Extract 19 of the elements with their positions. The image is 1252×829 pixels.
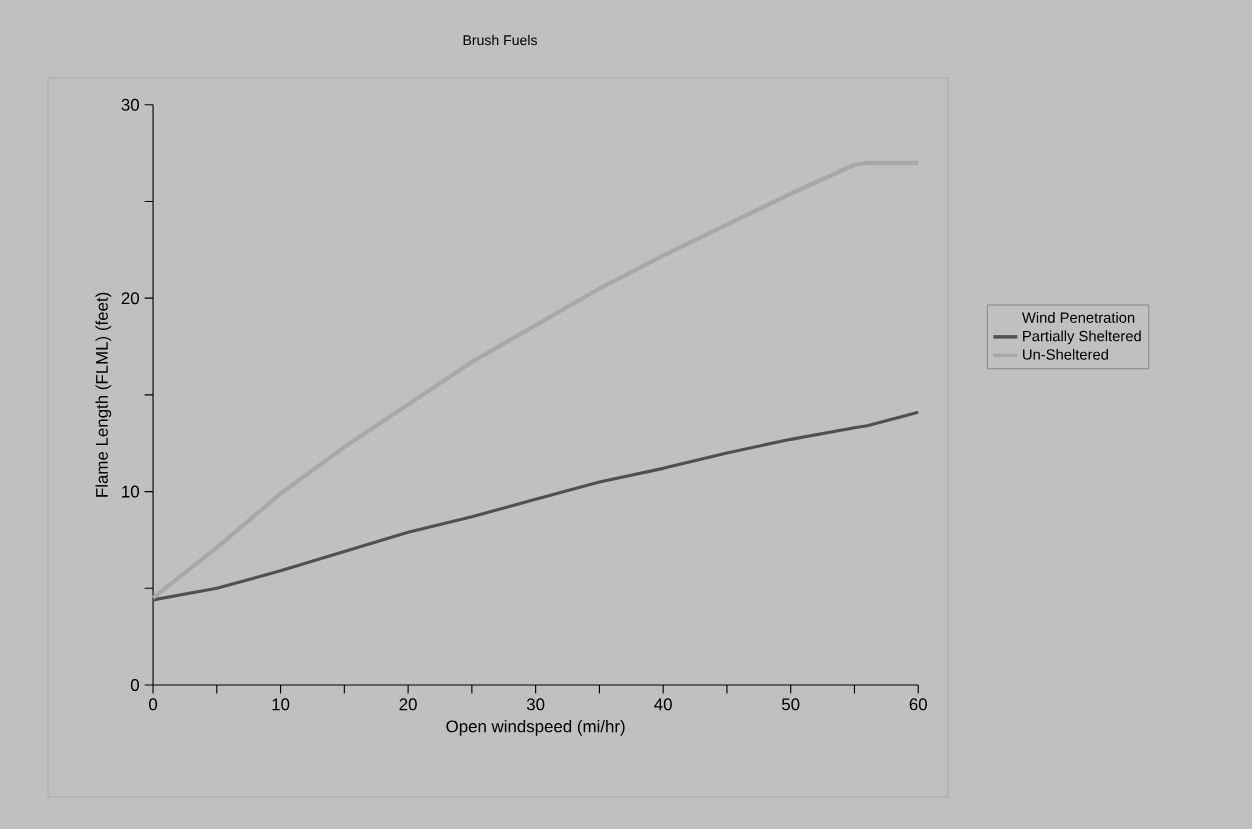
x-tick-label: 60 (909, 698, 927, 711)
legend-label: Partially Sheltered (1023, 330, 1141, 345)
y-axis-title: Flame Length (FLML) (feet) (95, 292, 112, 497)
y-tick-label: 0 (130, 678, 139, 691)
line-series (151, 410, 920, 602)
x-tick-label: 0 (149, 698, 158, 711)
x-tick-label: 30 (526, 698, 545, 711)
line-series (150, 160, 921, 601)
y-tick-label: 10 (122, 485, 139, 498)
x-tick-label: 40 (654, 698, 672, 711)
chart-title: Brush Fuels (463, 34, 537, 46)
legend-title: Wind Penetration (1021, 312, 1135, 323)
x-tick-label: 20 (399, 698, 417, 711)
x-tick-label: 50 (782, 698, 800, 711)
legend-label: Un-Sheltered (1023, 348, 1108, 360)
y-tick-label: 20 (121, 292, 139, 305)
y-tick-label: 30 (121, 98, 139, 111)
x-tick-label: 10 (272, 698, 290, 711)
x-axis-title: Open windspeed (mi/hr) (446, 719, 625, 736)
